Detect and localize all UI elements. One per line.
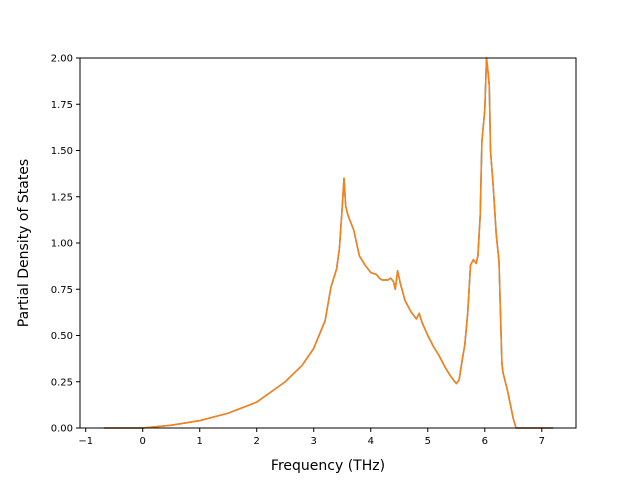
series-line-1 bbox=[103, 57, 554, 429]
x-tick-label: 5 bbox=[425, 436, 431, 447]
x-tick-label: 1 bbox=[197, 436, 203, 447]
y-tick-label: 0.50 bbox=[51, 331, 73, 342]
y-tick-label: 0.00 bbox=[51, 424, 73, 435]
y-tick-label: 1.75 bbox=[51, 100, 73, 111]
x-tick-label: 0 bbox=[140, 436, 146, 447]
y-tick-label: 1.25 bbox=[51, 192, 73, 203]
x-tick-label: 6 bbox=[482, 436, 488, 447]
x-tick-label: 2 bbox=[254, 436, 260, 447]
x-tick-label: 3 bbox=[311, 436, 317, 447]
x-tick-label: 4 bbox=[368, 436, 374, 447]
y-axis-label: Partial Density of States bbox=[16, 159, 32, 327]
y-tick-label: 1.50 bbox=[51, 146, 73, 157]
x-axis-label: Frequency (THz) bbox=[271, 458, 385, 474]
x-tick-label: 7 bbox=[539, 436, 545, 447]
y-tick-label: 0.75 bbox=[51, 285, 73, 296]
y-tick-label: 1.00 bbox=[51, 239, 73, 250]
y-tick-label: 0.25 bbox=[51, 377, 73, 388]
y-axis-ticks: 0.00 0.25 0.50 0.75 1.00 1.25 1.50 1.75 2.00 bbox=[51, 54, 80, 435]
series-layer bbox=[103, 57, 554, 429]
y-tick-label: 2.00 bbox=[51, 54, 73, 65]
x-tick-label: −1 bbox=[78, 436, 93, 447]
x-axis-ticks: −1 0 1 2 3 4 5 6 7 bbox=[78, 428, 545, 447]
